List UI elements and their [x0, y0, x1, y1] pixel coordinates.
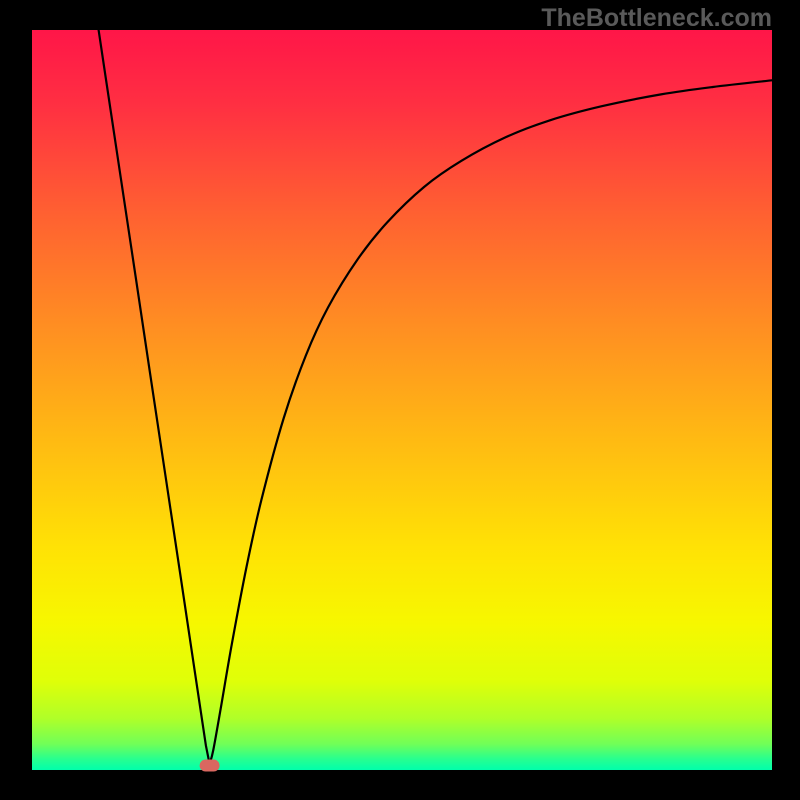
plot-area	[32, 30, 772, 770]
watermark-text: TheBottleneck.com	[541, 4, 772, 33]
minimum-marker	[200, 760, 220, 772]
